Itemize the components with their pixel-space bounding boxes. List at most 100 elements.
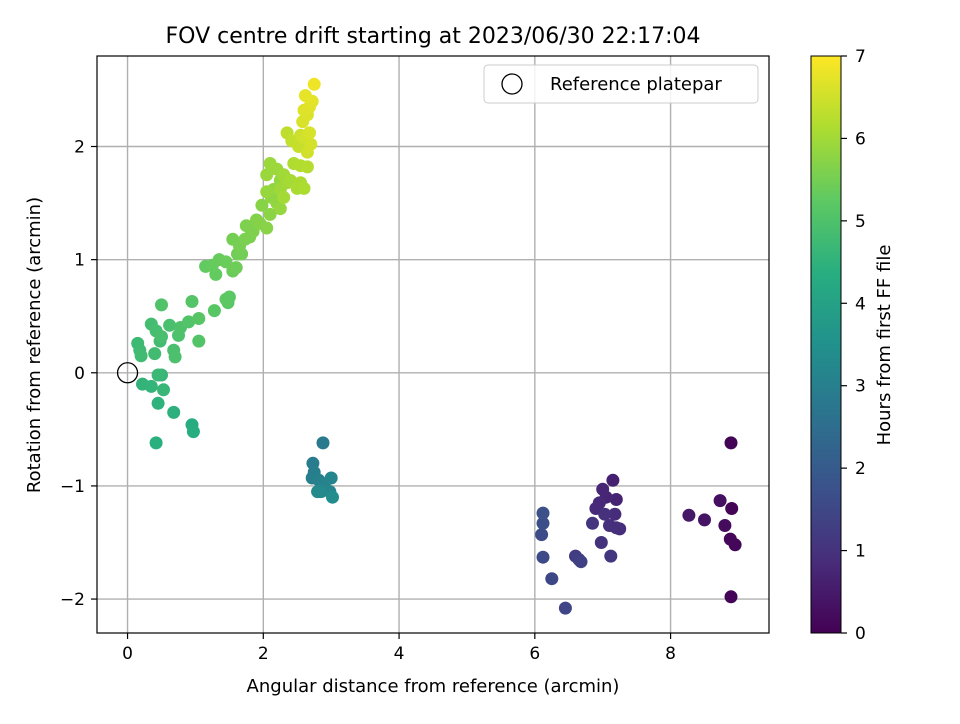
data-point [186, 425, 200, 439]
data-point [151, 396, 165, 410]
data-point [300, 160, 314, 174]
colorbar-tick-label: 4 [855, 294, 866, 314]
data-point [229, 261, 243, 275]
data-point [594, 536, 608, 549]
data-point [606, 473, 620, 487]
data-point [598, 507, 612, 521]
data-point [255, 198, 269, 212]
data-point [316, 436, 330, 450]
data-point [192, 334, 206, 348]
data-point [608, 507, 622, 521]
y-tick-label: 0 [74, 364, 85, 384]
data-point [303, 126, 316, 140]
data-point [297, 181, 311, 195]
data-point [596, 482, 610, 496]
data-point [536, 550, 550, 564]
data-point [723, 532, 737, 546]
data-point [558, 601, 572, 615]
reference-platepar-marker [116, 362, 139, 384]
data-point [725, 502, 739, 515]
y-axis-label: Rotation from reference (arcmin) [24, 197, 45, 493]
colorbar-gradient [810, 55, 842, 634]
data-point [144, 379, 158, 393]
data-point [157, 383, 170, 397]
data-points [131, 77, 742, 615]
data-point [586, 516, 599, 530]
reference-marker-group [116, 362, 139, 384]
data-point [277, 190, 291, 204]
data-point [698, 513, 711, 527]
x-tick-label: 4 [394, 644, 405, 664]
data-point [155, 298, 168, 312]
data-point [192, 312, 206, 325]
legend: Reference platepar [483, 64, 759, 104]
data-point [260, 168, 274, 182]
data-point [713, 494, 727, 508]
data-point [307, 77, 321, 91]
data-point [151, 368, 165, 382]
data-point [574, 555, 588, 569]
colorbar-tick-label: 7 [855, 47, 866, 67]
x-axis-ticks: 0 2 4 6 8 [122, 633, 676, 664]
colorbar-tick-label: 5 [855, 212, 866, 232]
plot-frame [96, 55, 770, 634]
x-tick-label: 8 [665, 644, 676, 664]
y-tick-label: 1 [74, 251, 85, 271]
y-tick-label: −2 [60, 590, 85, 610]
colorbar-label: Hours from first FF file [874, 245, 895, 446]
y-tick-label: 2 [74, 138, 85, 158]
data-point [219, 255, 233, 269]
data-point [724, 436, 738, 450]
x-tick-label: 0 [122, 644, 133, 664]
data-point [604, 549, 618, 563]
data-point [609, 493, 623, 506]
data-point [163, 318, 177, 332]
grid [97, 56, 769, 633]
y-tick-label: −1 [60, 477, 85, 497]
data-point [311, 485, 325, 499]
x-tick-label: 6 [529, 644, 540, 664]
data-point [263, 207, 277, 221]
colorbar-ticks: 0 1 2 3 4 5 6 7 [841, 47, 866, 644]
data-point [134, 349, 148, 363]
x-axis-label: Angular distance from reference (arcmin) [247, 676, 620, 697]
y-axis-ticks: −2 −1 0 1 2 [60, 138, 97, 610]
data-point [185, 295, 199, 308]
data-point [260, 221, 274, 235]
data-point [536, 516, 550, 530]
data-point [326, 490, 339, 504]
data-point [167, 405, 181, 419]
data-point [718, 519, 732, 532]
data-point [273, 202, 287, 216]
legend-label: Reference platepar [550, 74, 722, 95]
data-point [148, 347, 162, 361]
colorbar-tick-label: 1 [855, 542, 866, 562]
data-point [155, 330, 168, 344]
data-point [207, 304, 221, 318]
colorbar-tick-label: 3 [855, 377, 866, 397]
x-tick-label: 2 [258, 644, 269, 664]
legend-reference-marker [501, 73, 523, 95]
data-point [219, 292, 233, 306]
data-point [324, 471, 338, 485]
data-point [536, 506, 550, 520]
data-point [682, 508, 696, 522]
data-point [182, 315, 196, 329]
data-point [535, 528, 549, 542]
data-point [260, 185, 274, 199]
colorbar: 0 1 2 3 4 5 6 7 Hours from first FF file [810, 47, 895, 644]
colorbar-tick-label: 0 [855, 624, 866, 644]
data-point [298, 89, 312, 103]
data-point [304, 137, 318, 151]
legend-box [483, 64, 759, 104]
chart-title: FOV centre drift starting at 2023/06/30 … [166, 24, 701, 49]
colorbar-tick-label: 2 [855, 459, 866, 479]
data-point [724, 590, 738, 604]
colorbar-tick-label: 6 [855, 129, 866, 149]
data-point [149, 436, 163, 450]
data-point [168, 350, 182, 364]
data-point [609, 521, 623, 535]
